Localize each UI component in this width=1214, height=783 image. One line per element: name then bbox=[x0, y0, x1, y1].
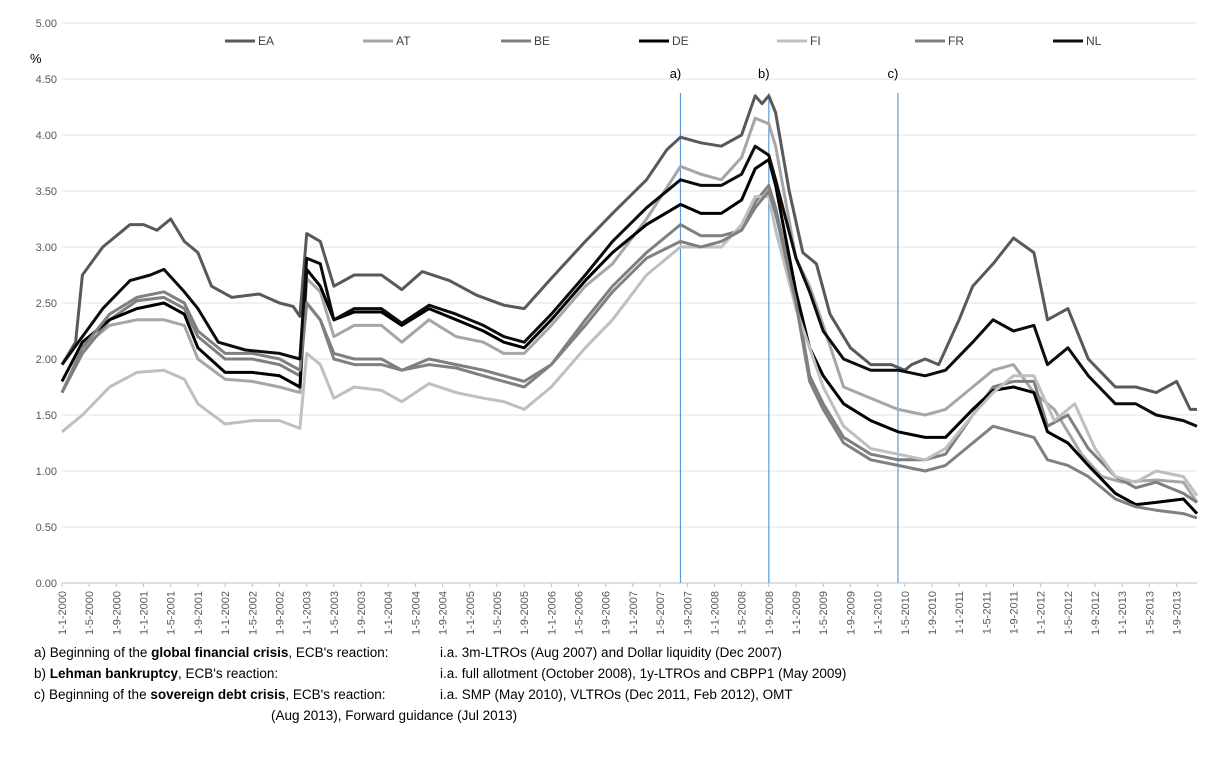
event-markers: a) b) c) bbox=[670, 66, 899, 583]
footnote-c-bold: sovereign debt crisis bbox=[150, 687, 286, 702]
x-tick-label: 1-9-2008 bbox=[764, 591, 776, 635]
footnote-a-suffix: , ECB's reaction: bbox=[288, 645, 389, 660]
y-tick-label: 1.50 bbox=[36, 410, 57, 422]
series-line-be bbox=[60, 183, 1198, 504]
x-tick-label: 1-9-2007 bbox=[682, 591, 694, 635]
event-marker-label: a) bbox=[670, 66, 682, 81]
footnote-c-prefix: c) Beginning of the bbox=[34, 687, 151, 702]
x-tick-label: 1-1-2008 bbox=[709, 591, 721, 635]
x-tick-label: 1-9-2011 bbox=[1008, 591, 1020, 634]
event-marker-label: b) bbox=[758, 66, 770, 81]
legend-label-nl: NL bbox=[1086, 34, 1102, 48]
x-tick-label: 1-5-2003 bbox=[329, 591, 341, 635]
x-tick-label: 1-9-2012 bbox=[1090, 591, 1102, 635]
series-line-nl bbox=[60, 144, 1198, 428]
y-tick-label: 3.50 bbox=[36, 186, 57, 198]
y-tick-label: 0.00 bbox=[36, 578, 57, 590]
footnote-b-prefix: b) bbox=[34, 666, 50, 681]
x-tick-label: 1-1-2006 bbox=[546, 591, 558, 635]
y-tick-label: 5.00 bbox=[36, 18, 57, 30]
x-tick-label: 1-9-2002 bbox=[274, 591, 286, 635]
y-tick-label: 3.00 bbox=[36, 242, 57, 254]
x-tick-label: 1-5-2008 bbox=[737, 591, 749, 635]
footnote-c-continuation: (Aug 2013), Forward guidance (Jul 2013) bbox=[271, 708, 518, 723]
x-tick-label: 1-1-2004 bbox=[383, 591, 395, 635]
y-axis-ticks: 0.00 0.50 1.00 1.50 2.00 2.50 3.00 3.50 4.00 4.50… bbox=[36, 18, 57, 590]
x-tick-label: 1-5-2001 bbox=[166, 591, 178, 635]
legend-label-at: AT bbox=[396, 34, 411, 48]
x-tick-label: 1-9-2003 bbox=[356, 591, 368, 635]
footnotes: a) Beginning of the global financial cri… bbox=[0, 640, 1214, 783]
x-tick-label: 1-5-2009 bbox=[818, 591, 830, 635]
y-tick-label: 2.00 bbox=[36, 354, 57, 366]
x-tick-label: 1-1-2007 bbox=[628, 591, 640, 635]
legend-label-fr: FR bbox=[948, 34, 964, 48]
event-marker-label: c) bbox=[888, 66, 899, 81]
legend: EA AT BE DE FI FR NL bbox=[225, 34, 1102, 48]
x-tick-label: 1-5-2013 bbox=[1144, 591, 1156, 635]
gridlines bbox=[62, 22, 1197, 584]
x-tick-label: 1-1-2005 bbox=[465, 591, 477, 635]
legend-label-de: DE bbox=[672, 34, 689, 48]
x-tick-label: 1-5-2012 bbox=[1063, 591, 1075, 635]
footnote-b-reaction: i.a. full allotment (October 2008), 1y-L… bbox=[440, 666, 847, 681]
x-tick-label: 1-5-2004 bbox=[410, 591, 422, 635]
x-tick-label: 1-9-2001 bbox=[193, 591, 205, 635]
series-line-fr bbox=[60, 189, 1198, 520]
series-line-de bbox=[60, 158, 1199, 515]
footnote-c-suffix: , ECB's reaction: bbox=[285, 687, 386, 702]
legend-label-be: BE bbox=[534, 34, 550, 48]
legend-label-fi: FI bbox=[810, 34, 821, 48]
y-tick-label: 0.50 bbox=[36, 522, 57, 534]
line-chart: 0.00 0.50 1.00 1.50 2.00 2.50 3.00 3.50 4.00 4.50… bbox=[30, 18, 1199, 635]
x-tick-label: 1-5-2006 bbox=[574, 591, 586, 635]
x-tick-label: 1-9-2005 bbox=[519, 591, 531, 635]
x-tick-label: 1-1-2003 bbox=[302, 591, 314, 635]
x-axis-ticks: 1-1-2000 1-5-2000 1-9-2000 1-1-2001 1-5-2001… bbox=[57, 583, 1184, 635]
footnote-b-bold: Lehman bankruptcy bbox=[49, 666, 179, 681]
x-tick-label: 1-1-2010 bbox=[873, 591, 885, 635]
footnote-a-prefix: a) Beginning of the bbox=[34, 645, 152, 660]
y-axis-label: % bbox=[30, 51, 42, 66]
y-tick-label: 4.50 bbox=[36, 74, 57, 86]
footnote-a-bold: global financial crisis bbox=[151, 645, 289, 660]
x-tick-label: 1-9-2000 bbox=[111, 591, 123, 635]
y-tick-label: 2.50 bbox=[36, 298, 57, 310]
x-tick-label: 1-1-2002 bbox=[220, 591, 232, 635]
x-tick-label: 1-9-2006 bbox=[601, 591, 613, 635]
x-tick-label: 1-1-2009 bbox=[791, 591, 803, 635]
x-tick-label: 1-5-2002 bbox=[247, 591, 259, 635]
footnote-b-suffix: , ECB's reaction: bbox=[178, 666, 279, 681]
x-tick-label: 1-9-2004 bbox=[438, 591, 450, 635]
footnote-c-reaction: i.a. SMP (May 2010), VLTROs (Dec 2011, F… bbox=[440, 687, 793, 702]
x-tick-label: 1-1-2001 bbox=[139, 591, 151, 635]
series-line-at bbox=[60, 116, 1199, 504]
y-tick-label: 1.00 bbox=[36, 466, 57, 478]
y-tick-label: 4.00 bbox=[36, 130, 57, 142]
x-tick-label: 1-1-2012 bbox=[1036, 591, 1048, 635]
x-tick-label: 1-5-2010 bbox=[900, 591, 912, 635]
x-tick-label: 1-1-2000 bbox=[57, 591, 69, 635]
series-lines bbox=[60, 94, 1199, 520]
series-line-ea bbox=[60, 94, 1197, 411]
footnote-a-reaction: i.a. 3m-LTROs (Aug 2007) and Dollar liqu… bbox=[440, 645, 782, 660]
x-tick-label: 1-9-2013 bbox=[1172, 591, 1184, 635]
x-tick-label: 1-5-2005 bbox=[492, 591, 504, 635]
x-tick-label: 1-1-2013 bbox=[1117, 591, 1129, 635]
x-tick-label: 1-9-2009 bbox=[845, 591, 857, 635]
series-line-fi bbox=[61, 195, 1199, 497]
x-tick-label: 1-5-2007 bbox=[655, 591, 667, 635]
x-tick-label: 1-5-2011 bbox=[981, 591, 993, 634]
x-tick-label: 1-9-2010 bbox=[927, 591, 939, 635]
x-tick-label: 1-1-2011 bbox=[954, 591, 966, 634]
legend-label-ea: EA bbox=[258, 34, 274, 48]
x-tick-label: 1-5-2000 bbox=[84, 591, 96, 635]
